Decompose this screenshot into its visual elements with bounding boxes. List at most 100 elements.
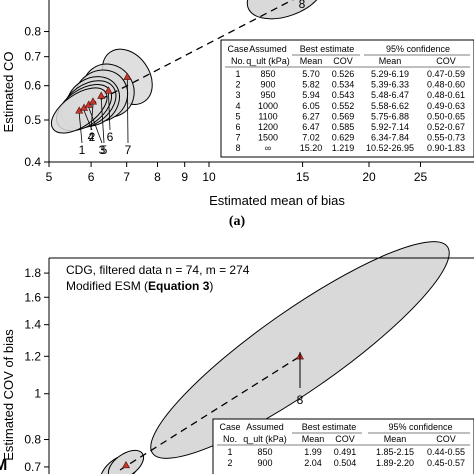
a-table-cell: ∞ xyxy=(265,143,271,153)
a-table-cell: 6.47 xyxy=(302,122,320,132)
b-table-cell: 850 xyxy=(257,447,272,457)
a-label-leader xyxy=(78,113,83,144)
a-table-cell: 1200 xyxy=(258,122,278,132)
a-table-cell: 0.629 xyxy=(332,133,355,143)
a-table-cell: 1 xyxy=(235,69,240,79)
a-table-cell: 1.219 xyxy=(332,143,355,153)
a-x-tick-label: 6 xyxy=(88,170,95,184)
a-table-cell: 1500 xyxy=(258,133,278,143)
b-table-header: No. xyxy=(223,434,237,444)
b-table-header: COV xyxy=(335,434,355,444)
b-table-header: Assumed xyxy=(246,422,284,432)
a-x-axis-label: Estimated mean of bias xyxy=(209,193,345,208)
b-y-axis-label: Estimated COV of bias xyxy=(1,329,16,461)
a-data-marker xyxy=(88,97,98,105)
a-table-cell: 0.543 xyxy=(332,90,355,100)
a-table-cell: 0.48-0.61 xyxy=(427,90,465,100)
a-data-marker xyxy=(104,86,113,94)
b-table-cell: 1.85-2.15 xyxy=(376,447,414,457)
b-y-tick-label: 1.4 xyxy=(24,318,41,332)
b-y-tick-label: 1.8 xyxy=(24,266,41,280)
a-table-cell: 5.29-6.19 xyxy=(371,69,409,79)
b-point-8-label: 8 xyxy=(297,393,304,407)
a-table-cell: 900 xyxy=(260,80,275,90)
a-data-marker xyxy=(123,72,132,80)
a-y-tick-label: 0.4 xyxy=(24,155,41,169)
b-confidence-ellipse xyxy=(107,449,145,474)
b-table-cell: 0.491 xyxy=(334,447,357,457)
a-x-tick-label: 25 xyxy=(414,170,428,184)
b-annotation-model: Modified ESM (Equation 3) xyxy=(66,279,213,293)
a-table-cell: 0.552 xyxy=(332,101,355,111)
a-y-tick-label: 0.8 xyxy=(24,25,41,39)
b-table-cell: 1.99 xyxy=(304,447,322,457)
a-table-cell: 6 xyxy=(235,122,240,132)
a-table-cell: 0.534 xyxy=(332,80,355,90)
b-table-header: 95% confidence xyxy=(388,422,452,432)
b-table-header: Mean xyxy=(302,434,325,444)
b-summary-table: Case Assumed Best estimate 95% confidence No… xyxy=(212,418,474,474)
a-table-cell: 5.92-7.14 xyxy=(371,122,409,132)
b-partial-corner-char: M xyxy=(0,457,7,474)
b-annotation-model-suffix: ) xyxy=(209,279,213,293)
b-table-header: COV xyxy=(436,434,456,444)
b-table-cell: 0.44-0.55 xyxy=(427,447,465,457)
a-label-leader xyxy=(108,93,111,131)
panel-b: 0.7 0.8 1 1.2 1.4 1.6 1.8 Estimated COV of bia… xyxy=(0,241,474,474)
a-point-label: 3 xyxy=(99,143,106,157)
a-point-8-label: 8 xyxy=(299,0,306,11)
a-y-tick-label: 0.5 xyxy=(24,113,41,127)
a-table-header: Mean xyxy=(300,56,323,66)
a-table-cell: 5.48-6.47 xyxy=(371,90,409,100)
a-table-cell: 0.48-0.60 xyxy=(427,80,465,90)
a-table-header: 95% confidence xyxy=(386,44,450,54)
a-y-tick-label: 0.6 xyxy=(24,79,41,93)
a-table-cell: 5.75-6.88 xyxy=(371,111,409,121)
a-point-label: 7 xyxy=(125,143,132,157)
a-table-cell: 15.20 xyxy=(300,143,323,153)
a-table-cell: 5.94 xyxy=(302,90,320,100)
a-table-header: Case xyxy=(227,44,248,54)
b-annotation-dataset: CDG, filtered data n = 74, m = 274 xyxy=(66,263,250,277)
b-table-cell: 2.04 xyxy=(304,458,322,468)
a-table-cell: 0.569 xyxy=(332,111,355,121)
b-data-marker xyxy=(121,460,131,469)
b-table-header: Case xyxy=(219,422,240,432)
a-table-cell: 1000 xyxy=(258,101,278,111)
b-y-tick-label: 1.2 xyxy=(24,349,41,363)
b-annotation-model-equation: Equation 3 xyxy=(148,279,210,293)
b-y-tick-label: 1 xyxy=(34,387,41,401)
a-label-leader xyxy=(90,104,94,131)
a-x-tick-label: 20 xyxy=(362,170,376,184)
a-x-tick-label: 7 xyxy=(123,170,130,184)
b-y-tick-label: 1.6 xyxy=(24,290,41,304)
a-table-cell: 3 xyxy=(235,90,240,100)
a-table-header: Mean xyxy=(379,56,402,66)
b-axes: 0.7 0.8 1 1.2 1.4 1.6 1.8 xyxy=(24,257,474,474)
a-table-cell: 0.55-0.73 xyxy=(427,133,465,143)
a-table-cell: 4 xyxy=(235,101,240,111)
b-table-cell: 0.504 xyxy=(334,458,357,468)
a-table-cell: 5 xyxy=(235,111,240,121)
a-table-header: No. xyxy=(231,56,245,66)
b-table-cell: 1 xyxy=(227,447,232,457)
a-table-header: Assumed xyxy=(249,44,287,54)
a-y-tick-label: 0.7 xyxy=(24,50,41,64)
a-table-cell: 7 xyxy=(235,133,240,143)
b-table-header: q_ult (kPa) xyxy=(243,434,287,444)
b-y-tick-label: 0.8 xyxy=(24,433,41,447)
a-axes: 5 6 7 8 9 10 15 20 250.40.50.60.70.8 xyxy=(24,0,474,184)
a-table-cell: 10.52-26.95 xyxy=(366,143,414,153)
a-label-leader xyxy=(88,107,103,144)
a-table-cell: 950 xyxy=(260,90,275,100)
b-table-cell: 1.89-2.20 xyxy=(376,458,414,468)
a-table-header: COV xyxy=(436,56,456,66)
a-table-cell: 850 xyxy=(260,69,275,79)
a-table-cell: 5.58-6.62 xyxy=(371,101,409,111)
b-table-header: Best estimate xyxy=(302,422,357,432)
a-table-cell: 0.52-0.67 xyxy=(427,122,465,132)
a-label-leader xyxy=(100,98,105,144)
